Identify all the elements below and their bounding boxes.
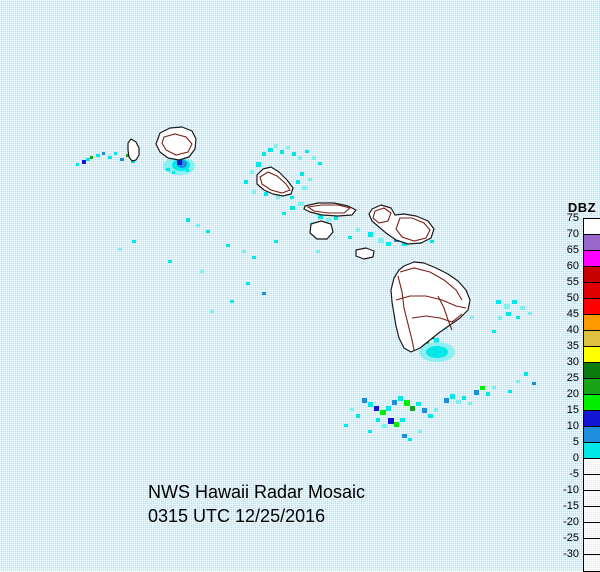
legend-label-60: 60 — [566, 260, 579, 272]
legend-swatch-30 — [584, 363, 600, 379]
county-line-kauai — [161, 133, 193, 156]
county-line-bi-north — [399, 267, 463, 301]
island-maui — [368, 204, 435, 245]
legend-label-minus25: -25 — [563, 532, 579, 544]
legend-label-column: 75 70 65 60 55 50 45 40 35 30 25 20 15 10 5 0 -5 -10 -15 -2… — [560, 210, 581, 562]
island-oahu — [256, 166, 294, 197]
legend-swatch-minus30 — [584, 555, 600, 571]
legend-label-minus5: -5 — [569, 468, 579, 480]
legend-label-70: 70 — [566, 228, 579, 240]
island-lanai — [309, 220, 334, 240]
legend-label-45: 45 — [566, 308, 579, 320]
county-line-bi-mid — [395, 295, 467, 309]
legend-swatch-35 — [584, 347, 600, 363]
legend-swatch-minus20 — [584, 523, 600, 539]
legend-label-10: 10 — [566, 420, 579, 432]
legend-swatch-10 — [584, 427, 600, 443]
legend-swatch-minus10 — [584, 491, 600, 507]
legend-swatch-60 — [584, 267, 600, 283]
county-line-maui-west — [372, 207, 392, 224]
echo-group-south — [344, 386, 496, 441]
echo-group-niihau — [76, 152, 135, 166]
map-svg — [76, 126, 536, 441]
legend-swatch-75 — [584, 219, 600, 235]
legend-swatch-minus25 — [584, 539, 600, 555]
legend-swatch-50 — [584, 299, 600, 315]
caption-timestamp: 0315 UTC 12/25/2016 — [148, 506, 326, 526]
caption-title: NWS Hawaii Radar Mosaic — [148, 482, 366, 502]
island-niihau — [127, 138, 140, 162]
legend-swatch-45 — [584, 315, 600, 331]
legend-swatch-70 — [584, 235, 600, 251]
legend-label-15: 15 — [566, 404, 579, 416]
legend-swatch-0 — [584, 459, 600, 475]
legend-swatch-15 — [584, 411, 600, 427]
legend-label-75: 75 — [566, 212, 579, 224]
radar-map — [76, 126, 536, 441]
legend-label-40: 40 — [566, 324, 579, 336]
echo-group-kauai — [163, 157, 195, 175]
legend-label-20: 20 — [566, 388, 579, 400]
island-hawaii-big-island — [390, 261, 471, 353]
legend-swatch-25 — [584, 379, 600, 395]
county-line-molokai — [306, 204, 352, 214]
legend-label-55: 55 — [566, 276, 579, 288]
dbz-legend: DBZ 75 70 65 60 55 50 45 40 35 30 25 20 15 10 5 0 -5 -10-… — [560, 200, 600, 572]
legend-label-minus15: -15 — [563, 500, 579, 512]
legend-label-30: 30 — [566, 356, 579, 368]
county-line-bi-hilo — [437, 295, 453, 331]
county-boundary-layer — [161, 133, 467, 351]
county-line-bi-kona — [397, 275, 415, 351]
island-kahoolawe — [355, 247, 375, 260]
legend-label-25: 25 — [566, 372, 579, 384]
caption-block: NWS Hawaii Radar Mosaic 0315 UTC 12/25/2… — [148, 480, 478, 528]
legend-swatch-minus5 — [584, 475, 600, 491]
island-kauai — [155, 126, 197, 161]
legend-label-50: 50 — [566, 292, 579, 304]
legend-swatch-65 — [584, 251, 600, 267]
legend-label-35: 35 — [566, 340, 579, 352]
legend-label-5: 5 — [572, 436, 579, 448]
county-line-bi-south — [411, 313, 463, 323]
legend-label-65: 65 — [566, 244, 579, 256]
legend-swatch-5 — [584, 443, 600, 459]
legend-swatch-minus15 — [584, 507, 600, 523]
legend-label-0: 0 — [572, 452, 579, 464]
legend-swatch-55 — [584, 283, 600, 299]
legend-swatch-20 — [584, 395, 600, 411]
legend-swatch-40 — [584, 331, 600, 347]
legend-title: DBZ — [567, 200, 597, 215]
legend-label-minus10: -10 — [563, 484, 579, 496]
legend-label-minus30: -30 — [563, 548, 579, 560]
county-line-oahu — [259, 171, 291, 194]
legend-label-minus20: -20 — [563, 516, 579, 528]
county-line-maui-east — [395, 217, 431, 242]
echo-group-east — [492, 300, 536, 393]
legend-color-scale — [583, 218, 600, 572]
echo-group-ocean-north — [118, 218, 320, 313]
